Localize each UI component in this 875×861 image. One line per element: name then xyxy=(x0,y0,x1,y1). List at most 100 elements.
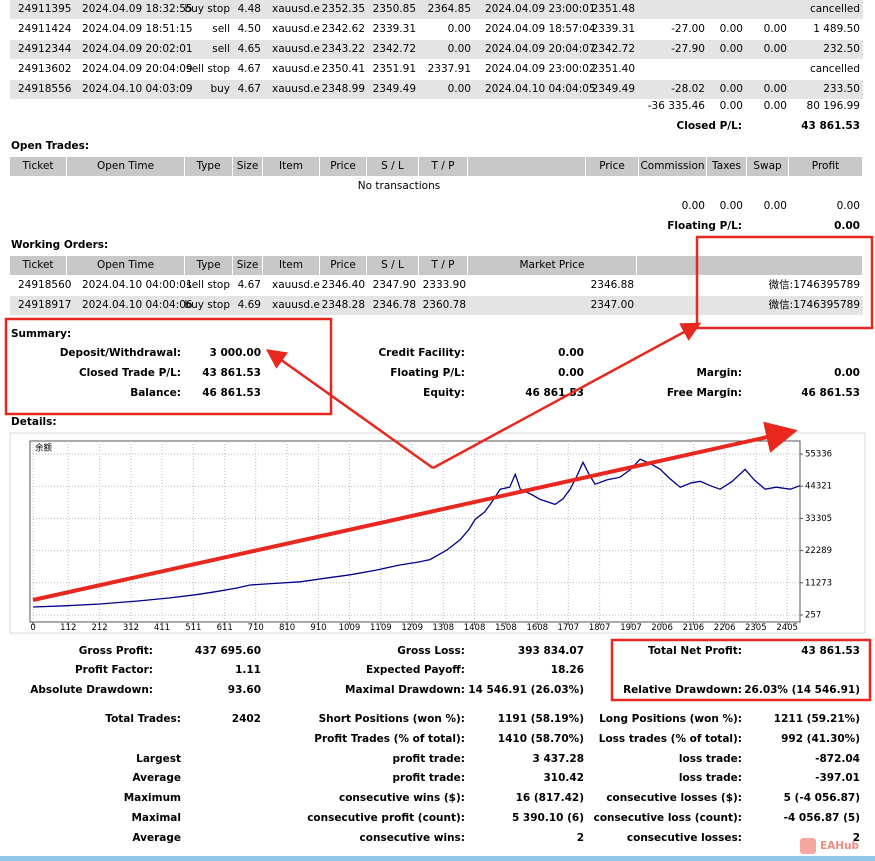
label: Short Positions (won %): xyxy=(318,713,465,725)
cell-text: buy xyxy=(210,83,230,95)
x-tick-label: 810 xyxy=(279,623,295,633)
x-tick-label: 411 xyxy=(154,623,170,633)
value: 14 546.91 (26.03%) xyxy=(468,684,584,696)
cell-text: 2342.72 xyxy=(372,43,416,55)
y-tick-label: 44321 xyxy=(805,482,832,492)
cell-text: 2024.04.09 20:04:07 xyxy=(485,43,596,55)
label: Total Trades: xyxy=(105,713,181,725)
row-band xyxy=(10,296,863,315)
cell-text: 2351.48 xyxy=(591,3,635,15)
cell-text: 0.00 xyxy=(719,83,743,95)
header-cell: Size xyxy=(233,256,263,275)
label: Long Positions (won %): xyxy=(599,713,742,725)
header-cell: T / P xyxy=(419,157,468,176)
cell-text: 2364.85 xyxy=(427,3,471,15)
value: 5 (-4 056.87) xyxy=(783,792,860,804)
header-cell: Swap xyxy=(747,157,789,176)
section-title: Details: xyxy=(11,416,57,428)
value: 2402 xyxy=(231,713,261,725)
cell-text: 2349.49 xyxy=(372,83,416,95)
x-tick-label: 112 xyxy=(60,623,76,633)
value: -872.04 xyxy=(815,753,860,765)
cell-text: buy stop xyxy=(184,3,230,15)
value: 1191 (58.19%) xyxy=(497,713,584,725)
label: consecutive losses ($): xyxy=(606,792,742,804)
cell-text: 0.00 xyxy=(447,43,471,55)
header-cell: Ticket xyxy=(10,157,67,176)
value: 2 xyxy=(576,832,584,844)
y-tick-label: 257 xyxy=(805,610,821,620)
value: 0.00 xyxy=(834,367,860,379)
value: 2 xyxy=(852,832,860,844)
cell-text: 24911424 xyxy=(18,23,72,35)
watermark: EAHub xyxy=(820,840,860,852)
label: Margin: xyxy=(696,367,742,379)
value: -397.01 xyxy=(815,772,860,784)
value: 43 861.53 xyxy=(202,367,261,379)
cell-text: xauusd.e xyxy=(272,43,320,55)
cell-text: 2347.90 xyxy=(372,279,416,291)
plot-area xyxy=(29,440,801,623)
row-band xyxy=(10,40,863,59)
label: Total Net Profit: xyxy=(647,645,742,657)
label: Balance: xyxy=(130,387,181,399)
cell-text: buy stop xyxy=(184,299,230,311)
cell-text: 0.00 xyxy=(719,23,743,35)
cell-text: 24913602 xyxy=(18,63,72,75)
x-tick-label: 2405 xyxy=(776,623,798,633)
cell-text: 0.00 xyxy=(763,200,787,212)
value: 26.03% (14 546.91) xyxy=(744,684,860,696)
cell-text: 4.69 xyxy=(237,299,261,311)
cell-text: 0.00 xyxy=(681,200,705,212)
cell-text: 微信:1746395789 xyxy=(768,279,860,291)
value: 3 000.00 xyxy=(209,347,261,359)
x-tick-label: 910 xyxy=(310,623,326,633)
cell-text: 2024.04.09 18:32:55 xyxy=(82,3,193,15)
cell-text: 4.67 xyxy=(237,83,261,95)
x-tick-label: 212 xyxy=(91,623,107,633)
value: 3 437.28 xyxy=(532,753,584,765)
cell-text: 24918556 xyxy=(18,83,72,95)
value: 393 834.07 xyxy=(517,645,584,657)
value: 16 (817.42) xyxy=(515,792,584,804)
label: Profit Factor: xyxy=(74,664,153,676)
header-cell: Type xyxy=(185,256,233,275)
x-tick-label: 1109 xyxy=(370,623,392,633)
value: 0.00 xyxy=(558,347,584,359)
header-cell xyxy=(637,256,697,275)
x-tick-label: 1907 xyxy=(620,623,642,633)
cell-text: cancelled xyxy=(809,3,860,15)
label: Maximal xyxy=(131,812,181,824)
label: Credit Facility: xyxy=(378,347,465,359)
cell-text: cancelled xyxy=(809,63,860,75)
cell-text: 4.65 xyxy=(237,43,261,55)
y-tick-label: 33305 xyxy=(805,514,832,524)
x-tick-label: 0 xyxy=(30,623,35,633)
value: 0.00 xyxy=(558,367,584,379)
x-tick-label: 2305 xyxy=(745,623,767,633)
header-cell: Price xyxy=(320,256,367,275)
row-band xyxy=(10,80,863,99)
cell-text: sell stop xyxy=(186,279,230,291)
cell-text: 2337.91 xyxy=(427,63,471,75)
cell-text: 24918917 xyxy=(18,299,72,311)
cell-text: 2347.00 xyxy=(590,299,634,311)
header-cell: Price xyxy=(320,157,367,176)
label: Expected Payoff: xyxy=(365,664,465,676)
value: 992 (41.30%) xyxy=(781,733,860,745)
cell-text: 2351.40 xyxy=(591,63,635,75)
value: 46 861.53 xyxy=(525,387,584,399)
cell-text: 4.67 xyxy=(237,279,261,291)
cell-text: 0.00 xyxy=(447,83,471,95)
x-tick-label: 511 xyxy=(185,623,201,633)
cell-text: 24918560 xyxy=(18,279,72,291)
label: profit trade: xyxy=(392,772,466,784)
section-title: Summary: xyxy=(11,328,72,340)
header-cell: Profit xyxy=(789,157,863,176)
cell-text: 0.00 xyxy=(719,200,743,212)
x-tick-label: 1508 xyxy=(495,623,517,633)
label: Gross Profit: xyxy=(78,645,153,657)
cell-text: 2024.04.09 18:51:15 xyxy=(82,23,193,35)
cell-text: 0.00 xyxy=(719,43,743,55)
cell-text: 2333.90 xyxy=(422,279,466,291)
